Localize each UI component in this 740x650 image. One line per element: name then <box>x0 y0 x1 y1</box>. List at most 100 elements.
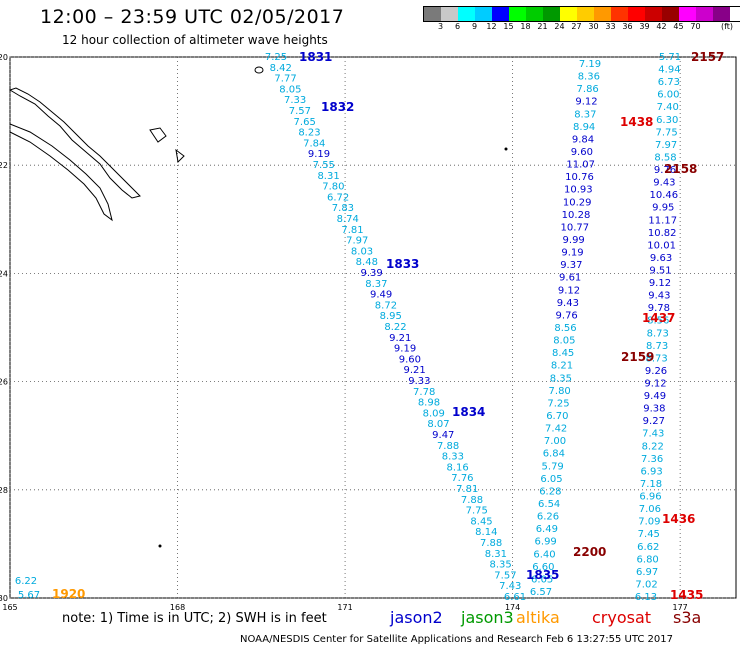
color-scale-cell <box>628 7 645 21</box>
swh-value-jason2-pass: 7.97 <box>346 236 368 247</box>
swh-value-s3a-pass: 7.80 <box>549 386 571 397</box>
swh-value-jason2-pass: 7.57 <box>494 570 516 581</box>
color-scale-cell <box>526 7 543 21</box>
color-scale-cell <box>645 7 662 21</box>
swh-value-s3a-pass: 8.05 <box>553 336 575 347</box>
pass-time-label: 1438 <box>620 115 653 129</box>
lat-tick-label: -30 <box>0 594 8 603</box>
color-scale-cell <box>475 7 492 21</box>
swh-value-jason2-pass: 9.60 <box>399 354 421 365</box>
swh-value-s3a-pass: 10.29 <box>563 197 592 208</box>
swh-value-altika-pass: 5.67 <box>18 590 40 601</box>
swh-value-cryosat-pass: 4.94 <box>658 65 680 76</box>
map-title: 12:00 – 23:59 UTC 02/05/2017 <box>40 6 345 28</box>
swh-value-s3a-pass: 10.93 <box>564 185 593 196</box>
legend-item-cryosat: cryosat <box>592 608 652 627</box>
swh-value-cryosat-pass: 6.96 <box>639 492 661 503</box>
coastline-islands <box>9 123 113 222</box>
swh-value-s3a-pass: 6.99 <box>535 537 557 548</box>
color-scale-cell <box>441 7 458 21</box>
color-scale-cell <box>424 7 441 21</box>
color-scale-label: 36 <box>622 22 633 31</box>
color-scale-cell <box>679 7 696 21</box>
swh-value-jason2-pass: 8.31 <box>485 549 507 560</box>
color-scale-label: 15 <box>503 22 514 31</box>
swh-value-cryosat-pass: 9.27 <box>643 416 665 427</box>
swh-value-cryosat-pass: 7.43 <box>642 429 664 440</box>
swh-value-jason2-pass: 9.39 <box>360 268 382 279</box>
color-scale-cell <box>662 7 679 21</box>
swh-value-cryosat-pass: 10.01 <box>647 240 676 251</box>
swh-value-jason2-pass: 8.48 <box>356 257 378 268</box>
swh-value-s3a-pass: 10.28 <box>562 210 591 221</box>
swh-value-jason2-pass: 7.88 <box>461 495 483 506</box>
coastline-new-caledonia <box>8 87 141 199</box>
swh-value-jason2-pass: 8.14 <box>475 527 497 538</box>
color-scale-cell <box>696 7 713 21</box>
swh-value-s3a-pass: 9.61 <box>559 273 581 284</box>
swh-value-jason2-pass: 6.61 <box>504 592 526 603</box>
swh-value-cryosat-pass: 9.43 <box>653 178 675 189</box>
swh-value-jason2-pass: 7.80 <box>322 182 344 193</box>
swh-value-jason2-pass: 8.42 <box>270 63 292 74</box>
color-scale-cell <box>560 7 577 21</box>
pass-time-label: 1436 <box>662 512 695 526</box>
color-scale-labels: 3 6 9 12 15 18 21 24 27 30 33 36 39 42 45 70 <box>423 22 738 34</box>
swh-value-s3a-pass: 6.60 <box>532 562 554 573</box>
legend-item-s3a: s3a <box>673 608 702 627</box>
swh-value-s3a-pass: 8.35 <box>550 373 572 384</box>
swh-value-cryosat-pass: 5.71 <box>659 52 681 63</box>
legend-item-jason3: jason3 <box>461 608 514 627</box>
swh-value-s3a-pass: 6.26 <box>537 512 559 523</box>
swh-value-s3a-pass: 6.84 <box>543 449 565 460</box>
lon-tick-label: 168 <box>170 603 185 612</box>
swh-value-s3a-pass: 10.77 <box>561 222 590 233</box>
swh-value-cryosat-pass: 11.17 <box>648 215 677 226</box>
swh-value-cryosat-pass: 6.97 <box>636 567 658 578</box>
map-frame <box>9 56 737 599</box>
swh-value-jason2-pass: 7.43 <box>499 581 521 592</box>
swh-value-cryosat-pass: 8.73 <box>647 328 669 339</box>
swh-value-s3a-pass: 10.76 <box>565 172 594 183</box>
swh-value-s3a-pass: 6.70 <box>546 411 568 422</box>
swh-value-s3a-pass: 8.37 <box>574 109 596 120</box>
pass-time-label: 1831 <box>299 50 332 64</box>
color-scale-cell <box>577 7 594 21</box>
swh-value-jason2-pass: 9.21 <box>389 333 411 344</box>
coastline-island-walpole <box>254 66 264 74</box>
pass-time-label: 2158 <box>664 162 697 176</box>
swh-value-jason2-pass: 8.74 <box>337 214 359 225</box>
color-scale-label: 3 <box>437 22 444 31</box>
color-scale-label: 18 <box>520 22 531 31</box>
color-scale-label: 70 <box>690 22 701 31</box>
swh-value-s3a-pass: 5.79 <box>542 461 564 472</box>
swh-value-jason2-pass: 8.23 <box>298 128 320 139</box>
swh-value-cryosat-pass: 10.46 <box>650 190 679 201</box>
swh-value-jason2-pass: 7.84 <box>303 138 325 149</box>
swh-value-s3a-pass: 9.12 <box>558 285 580 296</box>
swh-value-s3a-pass: 9.12 <box>575 97 597 108</box>
footer-credit: NOAA/NESDIS Center for Satellite Applica… <box>240 634 673 645</box>
swh-value-cryosat-pass: 9.63 <box>650 253 672 264</box>
coastline-loyalty-islands <box>149 127 167 143</box>
swh-value-cryosat-pass: 6.13 <box>635 592 657 603</box>
swh-value-jason2-pass: 8.98 <box>418 398 440 409</box>
swh-value-s3a-pass: 6.05 <box>531 574 553 585</box>
lat-tick-label: -26 <box>0 378 8 387</box>
swh-value-cryosat-pass: 7.06 <box>639 504 661 515</box>
color-scale-label: 27 <box>571 22 582 31</box>
swh-value-jason2-pass: 9.19 <box>394 344 416 355</box>
color-scale-cell <box>458 7 475 21</box>
swh-value-jason2-pass: 9.19 <box>308 149 330 160</box>
swh-value-jason2-pass: 8.95 <box>380 311 402 322</box>
swh-value-s3a-pass: 9.60 <box>571 147 593 158</box>
swh-value-jason2-pass: 7.76 <box>451 473 473 484</box>
pass-time-label: 1835 <box>526 568 559 582</box>
legend-item-altika: altika <box>516 608 560 627</box>
swh-value-jason2-pass: 8.05 <box>279 84 301 95</box>
pass-time-label: 2159 <box>621 350 654 364</box>
color-scale-cell <box>543 7 560 21</box>
color-scale-cell <box>509 7 526 21</box>
color-scale-cell <box>492 7 509 21</box>
swh-value-jason2-pass: 7.33 <box>284 95 306 106</box>
